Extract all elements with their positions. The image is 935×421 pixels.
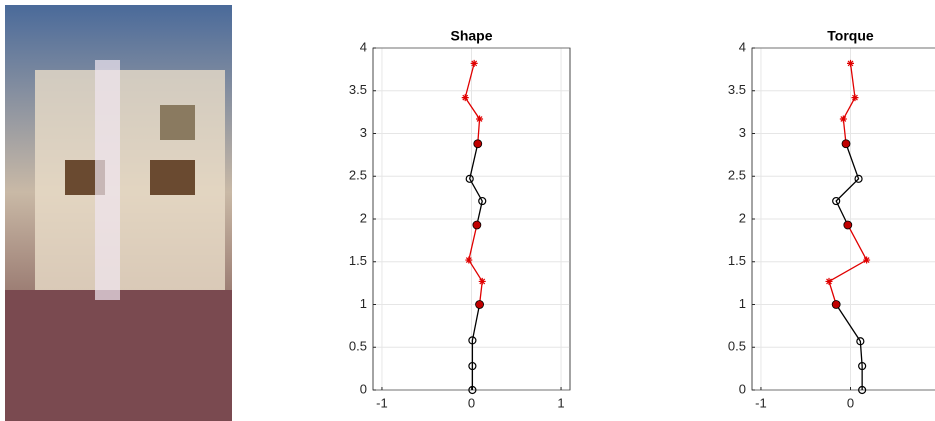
y-tick-label: 2.5 [349, 168, 367, 183]
y-tick-label: 3 [360, 125, 367, 140]
marker [473, 139, 483, 149]
marker [468, 361, 477, 371]
series-line [835, 304, 863, 390]
plot-frame [751, 47, 935, 391]
marker [478, 196, 487, 206]
y-tick-label: 3.5 [349, 82, 367, 97]
marker [856, 337, 865, 346]
y-tick-label: 0.5 [349, 339, 367, 354]
y-tick-label: 4 [360, 39, 367, 54]
x-tick-label: 1 [557, 395, 564, 410]
y-tick-label: 3 [739, 125, 746, 140]
y-tick-label: 1 [360, 296, 367, 311]
series-line [464, 63, 481, 144]
series-line [835, 143, 860, 226]
marker [831, 300, 841, 309]
chart-title: Shape [450, 28, 492, 44]
y-tick-label: 1.5 [349, 253, 367, 268]
series-line [828, 224, 868, 305]
photo [5, 5, 232, 421]
marker [839, 115, 847, 123]
marker [832, 196, 841, 206]
y-tick-label: 2 [360, 210, 367, 225]
chart-title: Torque [827, 28, 874, 44]
y-tick-label: 1.5 [728, 253, 746, 268]
series-line [469, 143, 483, 226]
marker [841, 139, 851, 149]
marker [465, 174, 474, 183]
series-line [842, 63, 856, 144]
y-tick-label: 0 [739, 381, 746, 396]
y-tick-label: 3.5 [728, 82, 746, 97]
y-tick-label: 0 [360, 381, 367, 396]
marker [825, 277, 833, 285]
marker [470, 59, 478, 67]
marker [858, 385, 867, 395]
marker [472, 220, 482, 230]
y-tick-label: 4 [739, 39, 746, 54]
marker [461, 94, 469, 102]
x-tick-label: -1 [755, 395, 767, 410]
marker [468, 336, 477, 345]
marker [847, 59, 854, 67]
marker [863, 256, 871, 264]
marker [468, 385, 477, 395]
marker [851, 94, 859, 102]
y-tick-label: 0.5 [728, 339, 746, 354]
plot-frame [372, 47, 571, 391]
x-tick-label: 0 [468, 395, 475, 410]
marker [478, 277, 486, 285]
chart: 00.511.522.533.54-101Torque [728, 28, 935, 410]
marker [475, 300, 484, 309]
marker [854, 174, 863, 183]
y-tick-label: 2 [739, 210, 746, 225]
x-tick-label: -1 [376, 395, 388, 410]
marker [843, 220, 853, 230]
series-line [468, 224, 483, 305]
chart: 0 0.5 1 1.5 2 2.5 3 3.5 4 -1 0 1 Shape [349, 28, 571, 410]
marker [476, 115, 484, 123]
marker [465, 256, 473, 264]
x-tick-label: 0 [847, 395, 854, 410]
y-tick-label: 2.5 [728, 168, 746, 183]
marker [858, 361, 867, 371]
y-tick-label: 1 [739, 296, 746, 311]
series-line [471, 304, 481, 390]
